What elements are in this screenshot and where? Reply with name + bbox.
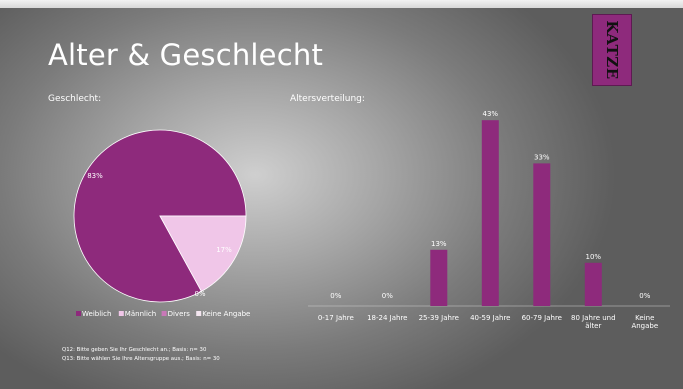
bar-data-label-18-24-jahre: 0%: [382, 292, 393, 300]
tick-label-40-59-jahre: 40-59 Jahre: [470, 314, 510, 322]
slide-title: Alter & Geschlecht: [48, 38, 324, 72]
bar-25-39-jahre: [430, 249, 448, 306]
bar-data-label-80-jahre-und-aelter: 10%: [586, 253, 602, 261]
bar-chart-title: Altersverteilung:: [290, 94, 365, 104]
legend-item-keine-angabe: Keine Angabe: [202, 310, 250, 318]
bar-data-label-keine-angabe: 0%: [639, 292, 650, 300]
bar-data-label-0-17-jahre: 0%: [330, 292, 341, 300]
bar-60-79-jahre: [533, 163, 551, 306]
tick-label-0-17-jahre: 0-17 Jahre: [318, 314, 354, 322]
pie-data-label-divers: 0%: [194, 290, 205, 298]
bar-40-59-jahre: [481, 120, 499, 306]
pie-data-label-weiblich: 83%: [87, 172, 103, 180]
bar-data-label-25-39-jahre: 13%: [431, 240, 447, 248]
logo: KATZE: [592, 14, 632, 86]
legend-swatch-divers: [161, 311, 167, 316]
legend-item-divers: Divers: [168, 310, 191, 318]
footnote-q12: Q12: Bitte geben Sie Ihr Geschlecht an.;…: [62, 347, 207, 353]
legend-item-maennlich: Männlich: [125, 310, 156, 318]
legend-swatch-maennlich: [118, 311, 124, 316]
legend-swatch-weiblich: [76, 311, 81, 316]
pie-chart-title: Geschlecht:: [48, 94, 102, 104]
pie-data-label-maennlich: 17%: [216, 246, 232, 254]
tick-label-60-79-jahre: 60-79 Jahre: [522, 314, 562, 322]
legend-item-weiblich: Weiblich: [82, 310, 111, 318]
tick-label-18-24-jahre: 18-24 Jahre: [367, 314, 407, 322]
tick-label-80-jahre-und-aelter: 80 Jahre und älter: [571, 314, 616, 330]
tick-label-keine-angabe: Keine Angabe: [631, 314, 658, 330]
bar-data-label-40-59-jahre: 43%: [483, 110, 499, 118]
bar-data-label-60-79-jahre: 33%: [534, 153, 550, 161]
pie-slice-maennlich: [159, 215, 247, 292]
legend-swatch-keine-angabe: [196, 311, 202, 316]
bar-80-jahre-und-aelter: [584, 262, 602, 306]
tick-label-25-39-jahre: 25-39 Jahre: [419, 314, 459, 322]
footnote-q13: Q13: Bitte wählen Sie Ihre Altersgruppe …: [62, 356, 220, 362]
